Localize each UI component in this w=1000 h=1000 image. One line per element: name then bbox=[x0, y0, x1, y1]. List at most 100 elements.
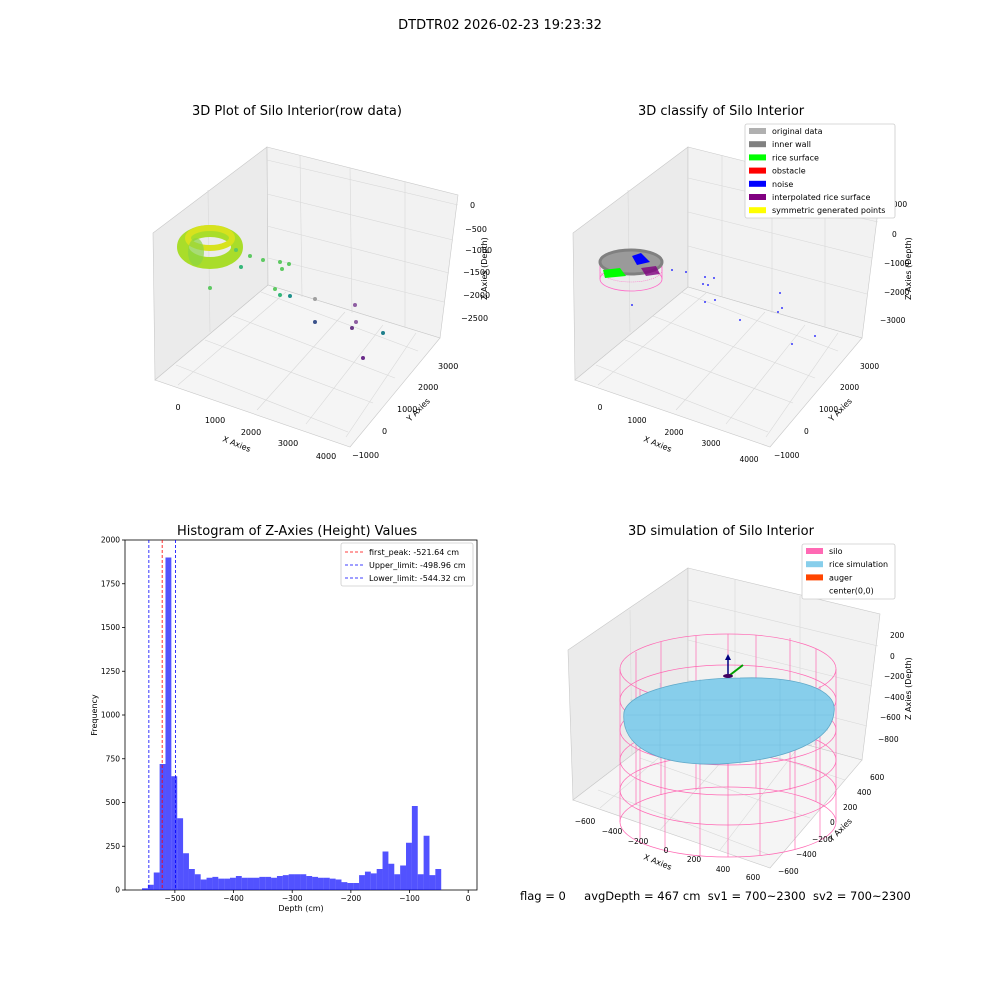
panel1-axes: 0 1000 2000 3000 4000 −1000 0 1000 2000 … bbox=[152, 146, 492, 461]
histogram-ytick-label: 1500 bbox=[101, 623, 120, 632]
svg-text:0: 0 bbox=[892, 230, 897, 239]
p2-legend-label: noise bbox=[772, 180, 793, 189]
histogram-xlabel: Depth (cm) bbox=[278, 904, 323, 913]
svg-text:−500: −500 bbox=[465, 225, 487, 234]
svg-text:3000: 3000 bbox=[860, 362, 879, 371]
histogram-bar bbox=[206, 877, 213, 890]
svg-text:−1000: −1000 bbox=[884, 259, 910, 268]
histogram-legend-box bbox=[340, 542, 474, 587]
histogram-xtick-label: −200 bbox=[341, 894, 362, 903]
histogram-legend-label: first_peak: -521.64 cm bbox=[369, 548, 459, 557]
p1-xlabel: X Axies bbox=[221, 435, 252, 454]
histogram-xtick-label: −300 bbox=[282, 894, 303, 903]
p4-legend-label: auger bbox=[829, 573, 853, 582]
histogram-bar bbox=[353, 883, 360, 890]
p2-legend-label: original data bbox=[772, 127, 823, 136]
svg-text:200: 200 bbox=[687, 855, 702, 864]
rice-surface bbox=[623, 677, 835, 765]
histogram-bar bbox=[341, 882, 348, 890]
histogram-bar bbox=[335, 879, 342, 890]
histogram-bar bbox=[259, 876, 266, 890]
p4-zticks: 200 0 −200 −400 −600 −800 bbox=[878, 631, 905, 744]
svg-text:−200: −200 bbox=[884, 672, 905, 681]
svg-text:200: 200 bbox=[890, 631, 905, 640]
histogram-xtick-label: 0 bbox=[466, 894, 471, 903]
histogram-axes: −500 −400 −300 −200 −100 0 0 250 500 750 1000 1250… bbox=[90, 536, 478, 913]
histogram-xtick-label: −400 bbox=[223, 894, 244, 903]
svg-text:0: 0 bbox=[382, 427, 387, 436]
histogram-ytick-label: 2000 bbox=[101, 536, 120, 545]
svg-text:3000: 3000 bbox=[438, 362, 458, 371]
p4-yticks: −600 −400 −200 0 200 400 600 bbox=[778, 773, 885, 876]
histogram-xtick-label: −100 bbox=[399, 894, 420, 903]
svg-text:600: 600 bbox=[746, 873, 761, 882]
svg-text:2000: 2000 bbox=[241, 428, 261, 437]
histogram-bar bbox=[376, 869, 383, 890]
histogram-bar bbox=[165, 557, 172, 890]
histogram-ytick-label: 500 bbox=[106, 798, 121, 807]
histogram-bar bbox=[318, 877, 324, 890]
svg-text:−400: −400 bbox=[796, 850, 817, 859]
svg-text:1000: 1000 bbox=[819, 405, 838, 414]
svg-text:−800: −800 bbox=[878, 735, 899, 744]
p2-xticks: 0 1000 2000 3000 4000 bbox=[598, 403, 759, 464]
p2-zticks: 1000 0 −1000 −2000 −3000 bbox=[880, 200, 910, 325]
histogram-bar bbox=[306, 876, 313, 890]
p2-legend-label: obstacle bbox=[772, 167, 806, 176]
histogram-bar bbox=[370, 873, 377, 890]
histogram-bar bbox=[382, 851, 389, 890]
svg-text:−600: −600 bbox=[778, 867, 799, 876]
histogram-xtick-label: −500 bbox=[165, 894, 186, 903]
histogram-bar bbox=[282, 875, 289, 890]
p2-legend-label: symmetric generated points bbox=[772, 206, 885, 215]
svg-text:1000: 1000 bbox=[888, 200, 907, 209]
histogram-bar bbox=[224, 878, 231, 890]
histogram-ytick-label: 250 bbox=[106, 842, 121, 851]
histogram-bar bbox=[265, 876, 272, 890]
p2-legend-label: inner wall bbox=[772, 140, 811, 149]
svg-text:−200: −200 bbox=[812, 835, 833, 844]
histogram-bar bbox=[218, 878, 225, 890]
panel1-title: 3D Plot of Silo Interior(row data) bbox=[192, 104, 402, 119]
panel2-title: 3D classify of Silo Interior bbox=[638, 104, 805, 119]
p4-legend: silo rice simulation auger center(0,0) bbox=[801, 543, 896, 600]
svg-text:0: 0 bbox=[890, 652, 895, 661]
svg-text:0: 0 bbox=[804, 427, 809, 436]
svg-text:−600: −600 bbox=[575, 817, 596, 826]
histogram-bar bbox=[417, 874, 424, 890]
histogram-bar bbox=[359, 875, 365, 890]
svg-text:0: 0 bbox=[664, 846, 669, 855]
histogram-xticks: −500 −400 −300 −200 −100 0 bbox=[165, 890, 471, 903]
histogram-bar bbox=[142, 888, 148, 890]
histogram-bar bbox=[406, 842, 412, 890]
histogram-bar bbox=[429, 875, 436, 890]
panel4-title: 3D simulation of Silo Interior bbox=[628, 524, 814, 539]
p4-xlabel: X Axies bbox=[642, 853, 673, 872]
svg-text:−3000: −3000 bbox=[880, 316, 906, 325]
histogram-bar bbox=[253, 877, 260, 890]
p1-yticks: −1000 0 1000 2000 3000 bbox=[352, 362, 458, 460]
histogram-legend-label: Upper_limit: -498.96 cm bbox=[369, 561, 466, 570]
histogram-bar bbox=[171, 776, 178, 890]
svg-text:4000: 4000 bbox=[739, 455, 758, 464]
svg-text:600: 600 bbox=[870, 773, 885, 782]
footer-status: flag = 0 avgDepth = 467 cm sv1 = 700~230… bbox=[520, 889, 911, 903]
histogram-bar bbox=[364, 871, 371, 890]
p2-noise-points bbox=[631, 269, 816, 345]
histogram-bar bbox=[411, 806, 418, 890]
svg-text:−400: −400 bbox=[884, 693, 905, 702]
svg-text:0: 0 bbox=[470, 201, 475, 210]
svg-text:0: 0 bbox=[830, 818, 835, 827]
histogram-bar bbox=[147, 884, 154, 890]
p2-legend-label: rice surface bbox=[772, 153, 819, 162]
svg-text:2000: 2000 bbox=[840, 383, 859, 392]
p1-zticks: 0 −500 −1000 −1500 −2000 −2500 bbox=[461, 201, 492, 323]
svg-text:−1500: −1500 bbox=[463, 268, 490, 277]
histogram-yticks: 0 250 500 750 1000 1250 1500 1750 2000 bbox=[101, 536, 125, 895]
p4-legend-label: silo bbox=[829, 547, 843, 556]
p2-zlabel: Z Axies (Depth) bbox=[904, 237, 913, 300]
histogram-bar bbox=[288, 874, 295, 890]
histogram-legend-label: Lower_limit: -544.32 cm bbox=[369, 574, 466, 583]
svg-text:1000: 1000 bbox=[205, 416, 225, 425]
histogram-title: Histogram of Z-Axies (Height) Values bbox=[177, 524, 418, 539]
